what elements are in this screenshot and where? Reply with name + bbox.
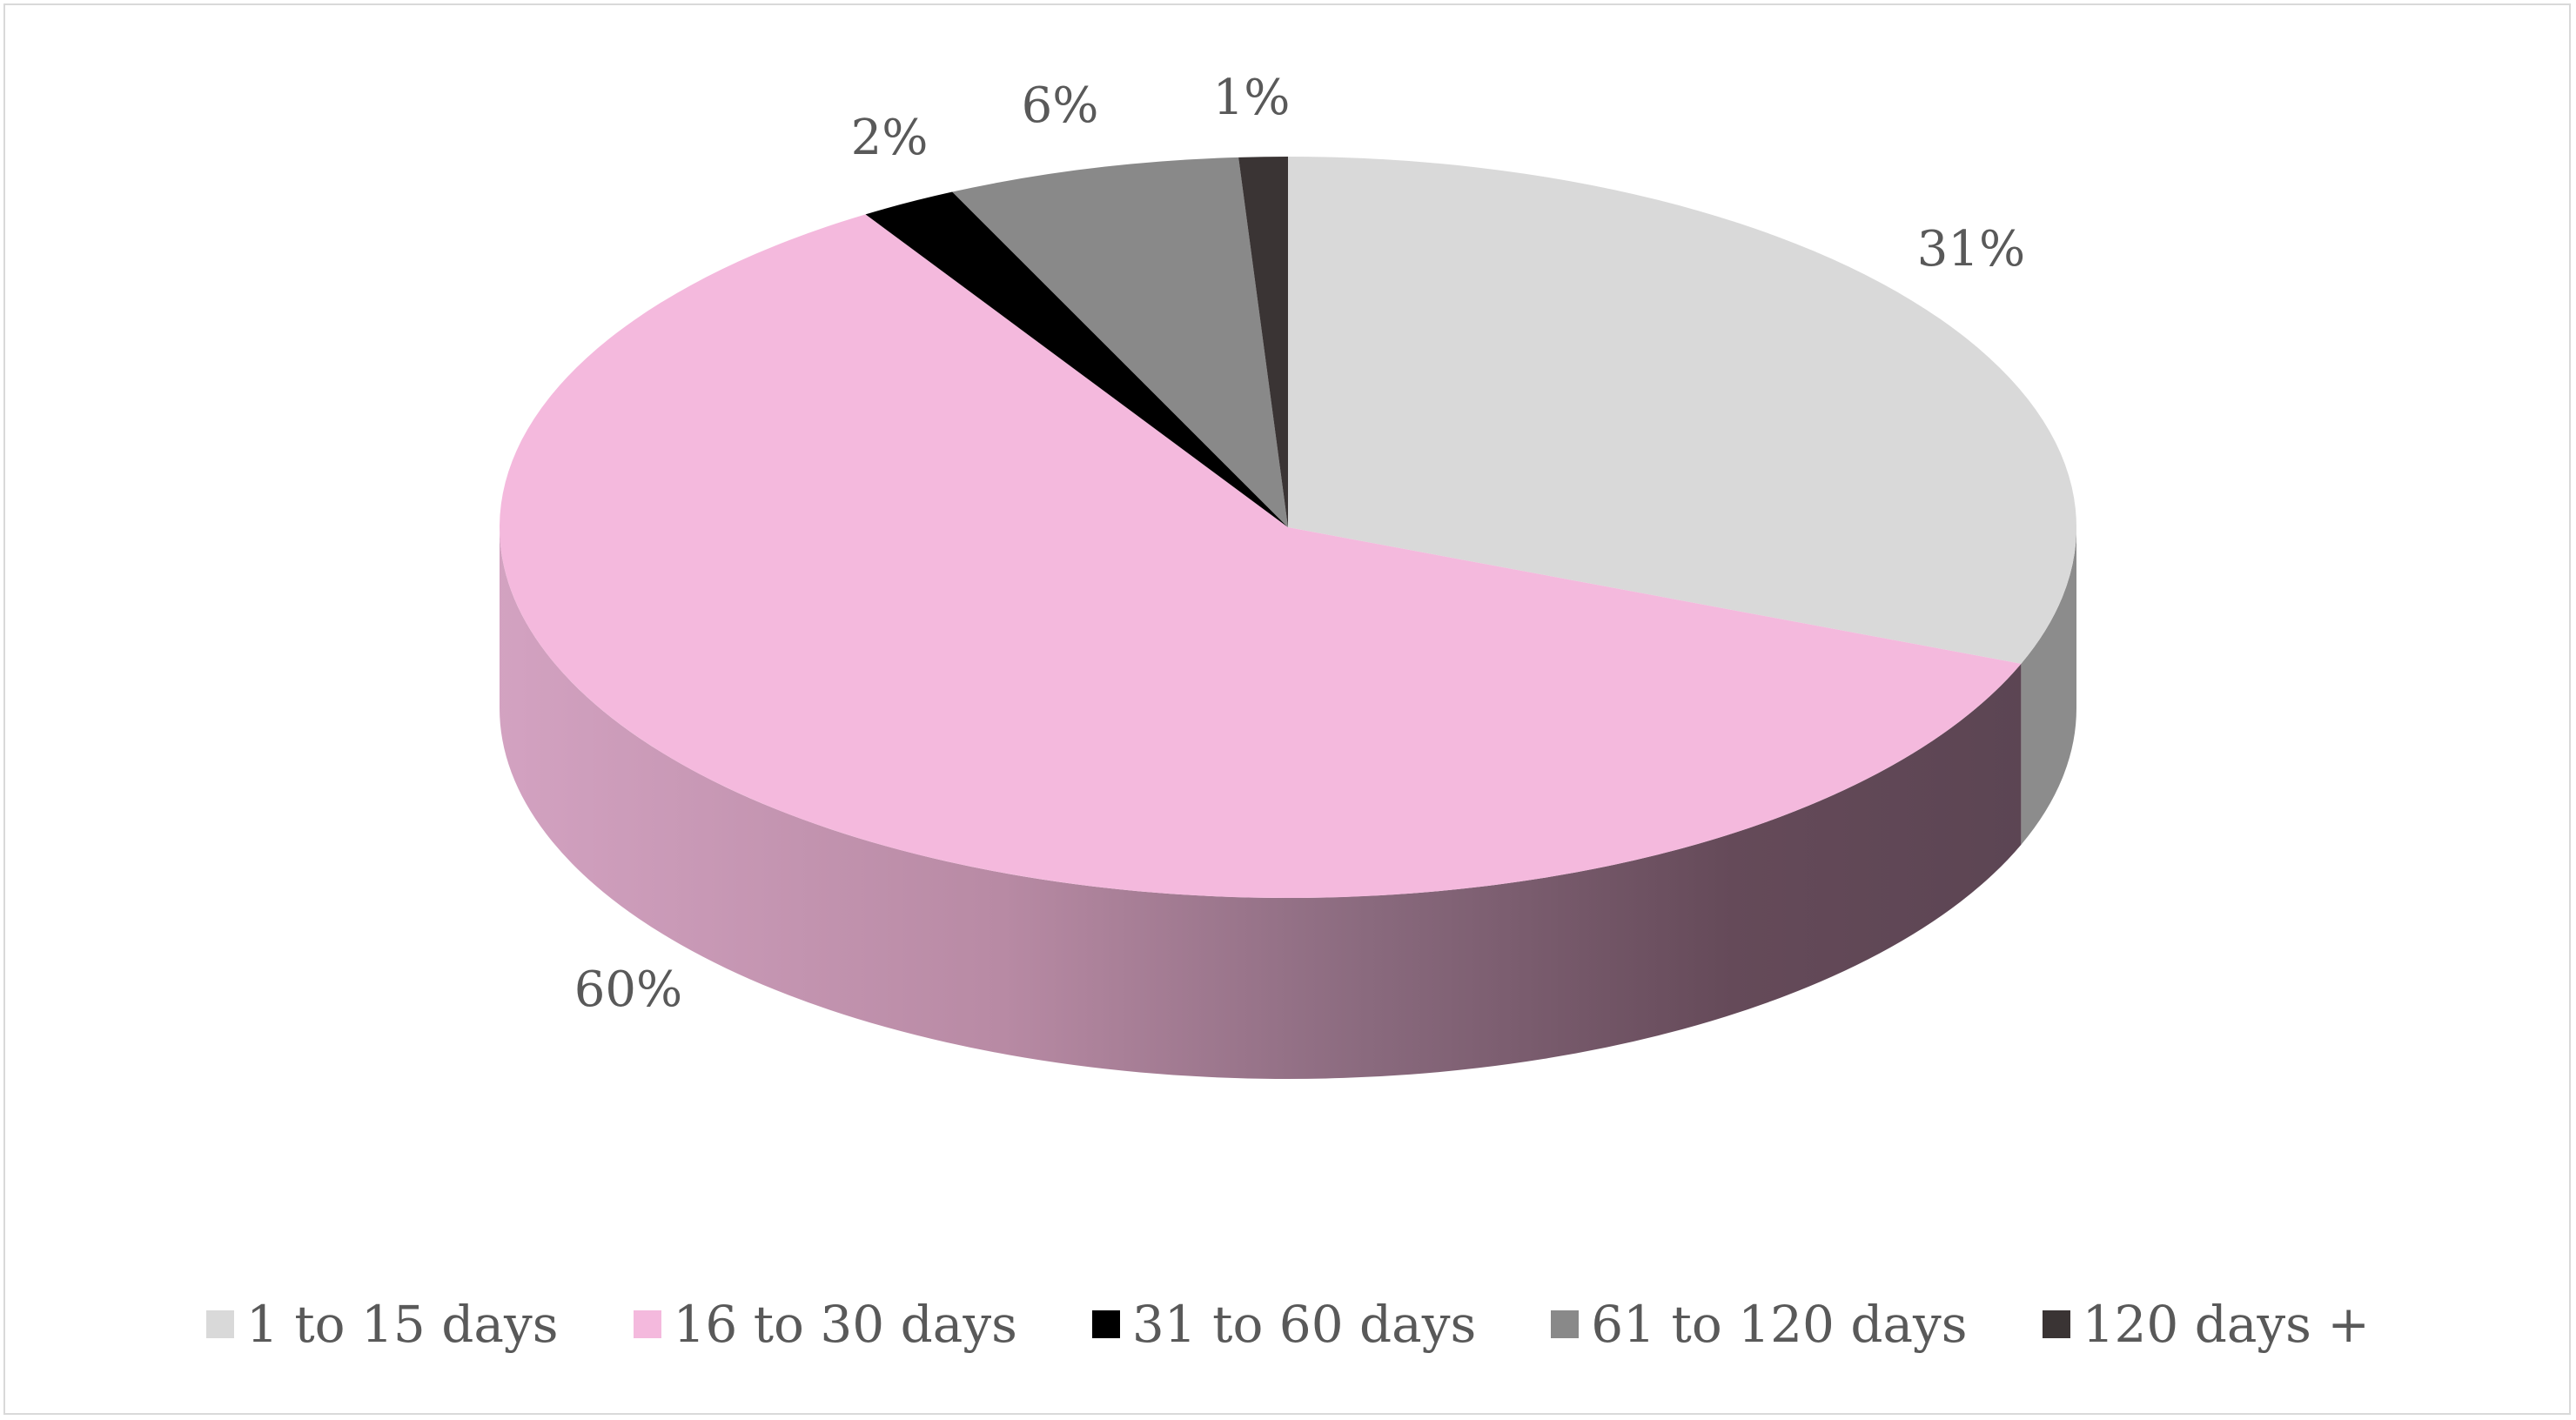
legend-swatch <box>1551 1310 1580 1338</box>
legend-label: 120 days + <box>2082 1295 2370 1354</box>
pie-slice <box>1288 157 2076 664</box>
legend-item: 16 to 30 days <box>633 1295 1017 1354</box>
legend: 1 to 15 days 16 to 30 days 31 to 60 days… <box>0 1295 2576 1354</box>
pie-slice <box>1238 157 1288 527</box>
legend-label: 61 to 120 days <box>1591 1295 1968 1354</box>
pie-slice <box>865 191 1288 527</box>
legend-swatch <box>1091 1310 1120 1338</box>
legend-item: 120 days + <box>2042 1295 2370 1354</box>
pie-sides <box>500 527 2076 1079</box>
legend-item: 1 to 15 days <box>206 1295 559 1354</box>
legend-swatch <box>2042 1310 2070 1338</box>
legend-swatch <box>633 1310 661 1338</box>
legend-label: 1 to 15 days <box>246 1295 559 1354</box>
pie-labels: 31% 60% 2% 6% 1% <box>574 70 2025 1018</box>
data-label: 31% <box>1917 221 2025 278</box>
legend-item: 61 to 120 days <box>1551 1295 1968 1354</box>
data-label: 60% <box>574 961 682 1018</box>
pie-slice <box>952 157 1288 527</box>
pie-slice-side <box>500 527 2022 1079</box>
pie-tops <box>499 157 2076 899</box>
pie-slice <box>499 214 2022 899</box>
data-label: 1% <box>1213 70 1291 126</box>
legend-label: 16 to 30 days <box>673 1295 1017 1354</box>
data-label: 2% <box>851 110 929 166</box>
legend-swatch <box>206 1310 235 1338</box>
pie-slice-side <box>2021 527 2076 845</box>
legend-item: 31 to 60 days <box>1091 1295 1477 1354</box>
legend-label: 31 to 60 days <box>1131 1295 1477 1354</box>
data-label: 6% <box>1022 77 1099 134</box>
